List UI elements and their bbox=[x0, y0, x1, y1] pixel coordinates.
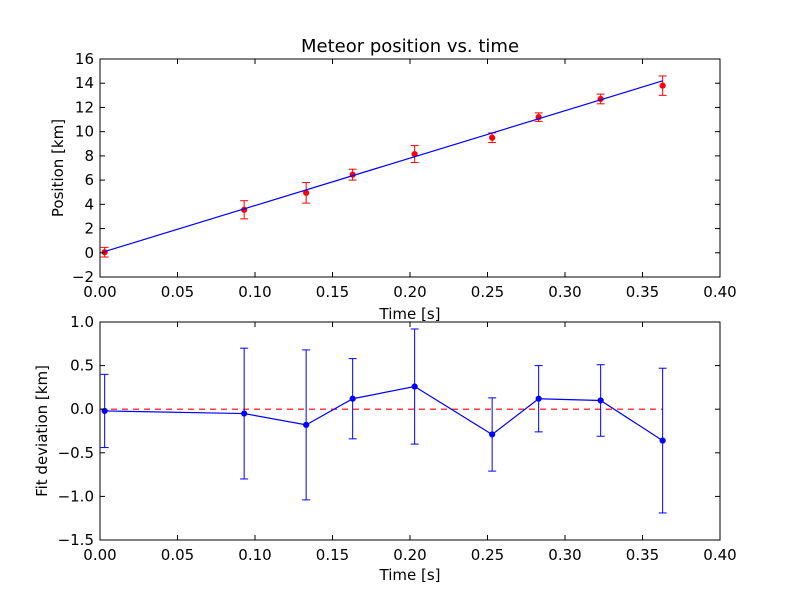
data-point bbox=[659, 437, 666, 444]
y-tick-label: 0.5 bbox=[70, 357, 94, 375]
x-tick-label: 0.30 bbox=[548, 283, 581, 301]
y-tick-label: −1.0 bbox=[58, 487, 94, 505]
y-tick-label: 4 bbox=[84, 195, 94, 213]
data-point bbox=[241, 410, 248, 417]
x-tick-label: 0.35 bbox=[626, 546, 659, 564]
bottom-subplot: 0.00 0.05 0.10 0.15 0.20 0.25 0.30 0.35 0.40 −1.5… bbox=[33, 313, 737, 584]
y-tick-label: 0 bbox=[84, 244, 94, 262]
y-tick-label: 8 bbox=[84, 147, 94, 165]
x-tick-label: 0.15 bbox=[316, 283, 349, 301]
y-tick-label: 2 bbox=[84, 220, 94, 238]
x-tick-label: 0.25 bbox=[471, 283, 504, 301]
x-tick-label: 0.15 bbox=[316, 546, 349, 564]
data-point bbox=[101, 249, 108, 256]
bottom-axes-frame bbox=[99, 321, 721, 541]
x-tick-label: 0.10 bbox=[238, 546, 271, 564]
data-point bbox=[489, 431, 496, 438]
y-tick-label: 10 bbox=[75, 123, 94, 141]
deviation-line bbox=[104, 385, 663, 442]
x-tick-label: 0.25 bbox=[471, 546, 504, 564]
x-tick-label: 0.20 bbox=[393, 283, 426, 301]
data-point bbox=[659, 82, 666, 89]
x-tick-label: 0.05 bbox=[161, 283, 194, 301]
x-tick-label: 0.00 bbox=[83, 546, 116, 564]
y-tick-label: −0.5 bbox=[58, 444, 94, 462]
top-chart-marks bbox=[100, 75, 667, 258]
x-tick-label: 0.05 bbox=[161, 546, 194, 564]
y-tick-label: −1.5 bbox=[58, 531, 94, 549]
x-tick-label: 0.40 bbox=[703, 546, 736, 564]
x-tick-label: 0.40 bbox=[703, 283, 736, 301]
bottom-chart-marks bbox=[100, 328, 667, 514]
top-y-axis-label: Position [km] bbox=[49, 119, 67, 217]
bottom-axis-ticks: 0.00 0.05 0.10 0.15 0.20 0.25 0.30 0.35 0.40 −1.5… bbox=[58, 313, 737, 564]
top-subplot: Meteor position vs. time 0.00 0.05 0.10 0.1… bbox=[49, 36, 737, 323]
x-tick-label: 0.00 bbox=[83, 283, 116, 301]
y-tick-label: 14 bbox=[75, 74, 94, 92]
x-tick-label: 0.20 bbox=[393, 546, 426, 564]
top-chart-title: Meteor position vs. time bbox=[301, 36, 519, 57]
y-tick-label: 6 bbox=[84, 171, 94, 189]
bottom-y-axis-label: Fit deviation [km] bbox=[33, 365, 51, 497]
data-point bbox=[597, 397, 604, 404]
fit-line bbox=[104, 80, 663, 253]
bottom-x-axis-label: Time [s] bbox=[379, 566, 441, 584]
y-tick-label: −2 bbox=[72, 268, 94, 286]
y-tick-label: 1.0 bbox=[70, 313, 94, 331]
x-tick-label: 0.35 bbox=[626, 283, 659, 301]
top-axis-ticks: 0.00 0.05 0.10 0.15 0.20 0.25 0.30 0.35 0.40 −2 0 2… bbox=[72, 50, 737, 301]
top-x-axis-label: Time [s] bbox=[379, 305, 441, 323]
data-point bbox=[303, 421, 310, 428]
x-tick-label: 0.10 bbox=[238, 283, 271, 301]
data-point bbox=[489, 134, 496, 141]
y-tick-label: 12 bbox=[75, 98, 94, 116]
x-tick-label: 0.30 bbox=[548, 546, 581, 564]
y-tick-label: 16 bbox=[75, 50, 94, 68]
data-point bbox=[349, 395, 356, 402]
data-point bbox=[535, 395, 542, 402]
data-point bbox=[411, 383, 418, 390]
y-tick-label: 0.0 bbox=[70, 400, 94, 418]
